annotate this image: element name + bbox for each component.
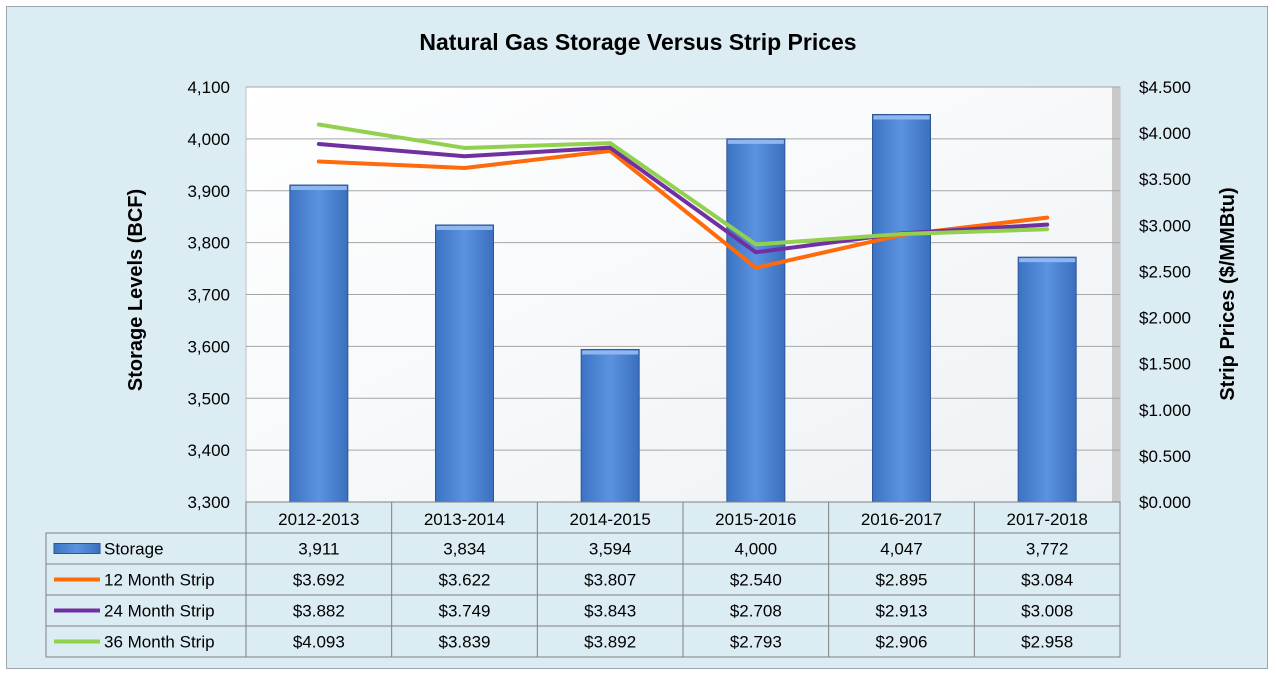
series-name: 24 Month Strip (104, 602, 215, 621)
storage-bar-cap (727, 139, 784, 144)
storage-bar (435, 224, 494, 503)
right-tick-label: $0.000 (1139, 493, 1191, 512)
data-cell: $3.008 (1021, 602, 1073, 621)
data-cell: $2.906 (876, 633, 928, 652)
36-month-strip-line (316, 122, 1050, 247)
left-tick-label: 3,500 (187, 389, 230, 408)
left-tick-label: 3,600 (187, 337, 230, 356)
left-tick-label: 3,300 (187, 493, 230, 512)
category-label: 2016-2017 (861, 510, 942, 529)
storage-bar (1017, 256, 1077, 503)
data-cell: $3.807 (584, 571, 636, 590)
right-tick-label: $1.000 (1139, 401, 1191, 420)
category-label: 2017-2018 (1007, 510, 1088, 529)
data-cell: $3.622 (439, 571, 491, 590)
storage-bar-cap (582, 350, 639, 355)
data-table: 2012-2013 2013-2014 2014-2015 2015-2016 2016… (45, 501, 1121, 658)
left-tick-label: 3,400 (187, 441, 230, 460)
series-name: 36 Month Strip (104, 633, 215, 652)
data-cell: $3.839 (439, 633, 491, 652)
data-cell: 4,000 (735, 540, 778, 559)
data-cell: $2.540 (730, 571, 782, 590)
data-cell: $4.093 (293, 633, 345, 652)
storage-bar-cap (873, 115, 930, 120)
storage-bar-cap (290, 186, 347, 191)
data-cell: 3,594 (589, 540, 632, 559)
storage-bar (726, 138, 786, 503)
right-tick-label: $1.500 (1139, 355, 1191, 374)
data-cell: $3.749 (439, 602, 491, 621)
category-label: 2012-2013 (278, 510, 359, 529)
right-tick-label: $4.500 (1139, 78, 1191, 97)
data-cell: $3.882 (293, 602, 345, 621)
left-tick-label: 3,700 (187, 286, 230, 305)
category-label: 2015-2016 (715, 510, 796, 529)
right-axis-title: Strip Prices ($/MMBtu) (1217, 187, 1239, 400)
data-cell: $3.692 (293, 571, 345, 590)
storage-bar (872, 113, 931, 503)
data-cell: $2.958 (1021, 633, 1073, 652)
right-tick-label: $2.500 (1139, 262, 1191, 281)
left-tick-label: 4,000 (187, 130, 230, 149)
left-axis-title: Storage Levels (BCF) (125, 189, 147, 391)
data-cell: 3,772 (1026, 540, 1069, 559)
storage-bar (580, 348, 640, 503)
data-cell: $2.895 (876, 571, 928, 590)
storage-bar-cap (1019, 258, 1076, 263)
data-cell: $2.708 (730, 602, 782, 621)
data-cell: 4,047 (880, 540, 923, 559)
right-tick-label: $0.500 (1139, 447, 1191, 466)
storage-bar-cap (436, 225, 493, 230)
data-cell: 3,911 (298, 540, 339, 559)
legend-key-storage (53, 543, 101, 554)
right-tick-label: $3.000 (1139, 216, 1191, 235)
data-cell: $2.913 (876, 602, 928, 621)
data-cell: $3.084 (1021, 571, 1073, 590)
series-name: Storage (104, 540, 164, 559)
chart-title: Natural Gas Storage Versus Strip Prices (419, 29, 856, 55)
series-name: 12 Month Strip (104, 571, 215, 590)
category-label: 2013-2014 (424, 510, 505, 529)
data-cell: $3.843 (584, 602, 636, 621)
right-tick-label: $3.500 (1139, 170, 1191, 189)
left-tick-label: 3,800 (187, 234, 230, 253)
left-tick-label: 3,900 (187, 182, 230, 201)
data-cell: 3,834 (443, 540, 486, 559)
data-cell: $2.793 (730, 633, 782, 652)
right-tick-label: $2.000 (1139, 309, 1191, 328)
data-cell: $3.892 (584, 633, 636, 652)
category-label: 2014-2015 (570, 510, 651, 529)
right-tick-label: $4.000 (1139, 124, 1191, 143)
storage-bar (289, 184, 349, 503)
left-tick-label: 4,100 (187, 78, 230, 97)
